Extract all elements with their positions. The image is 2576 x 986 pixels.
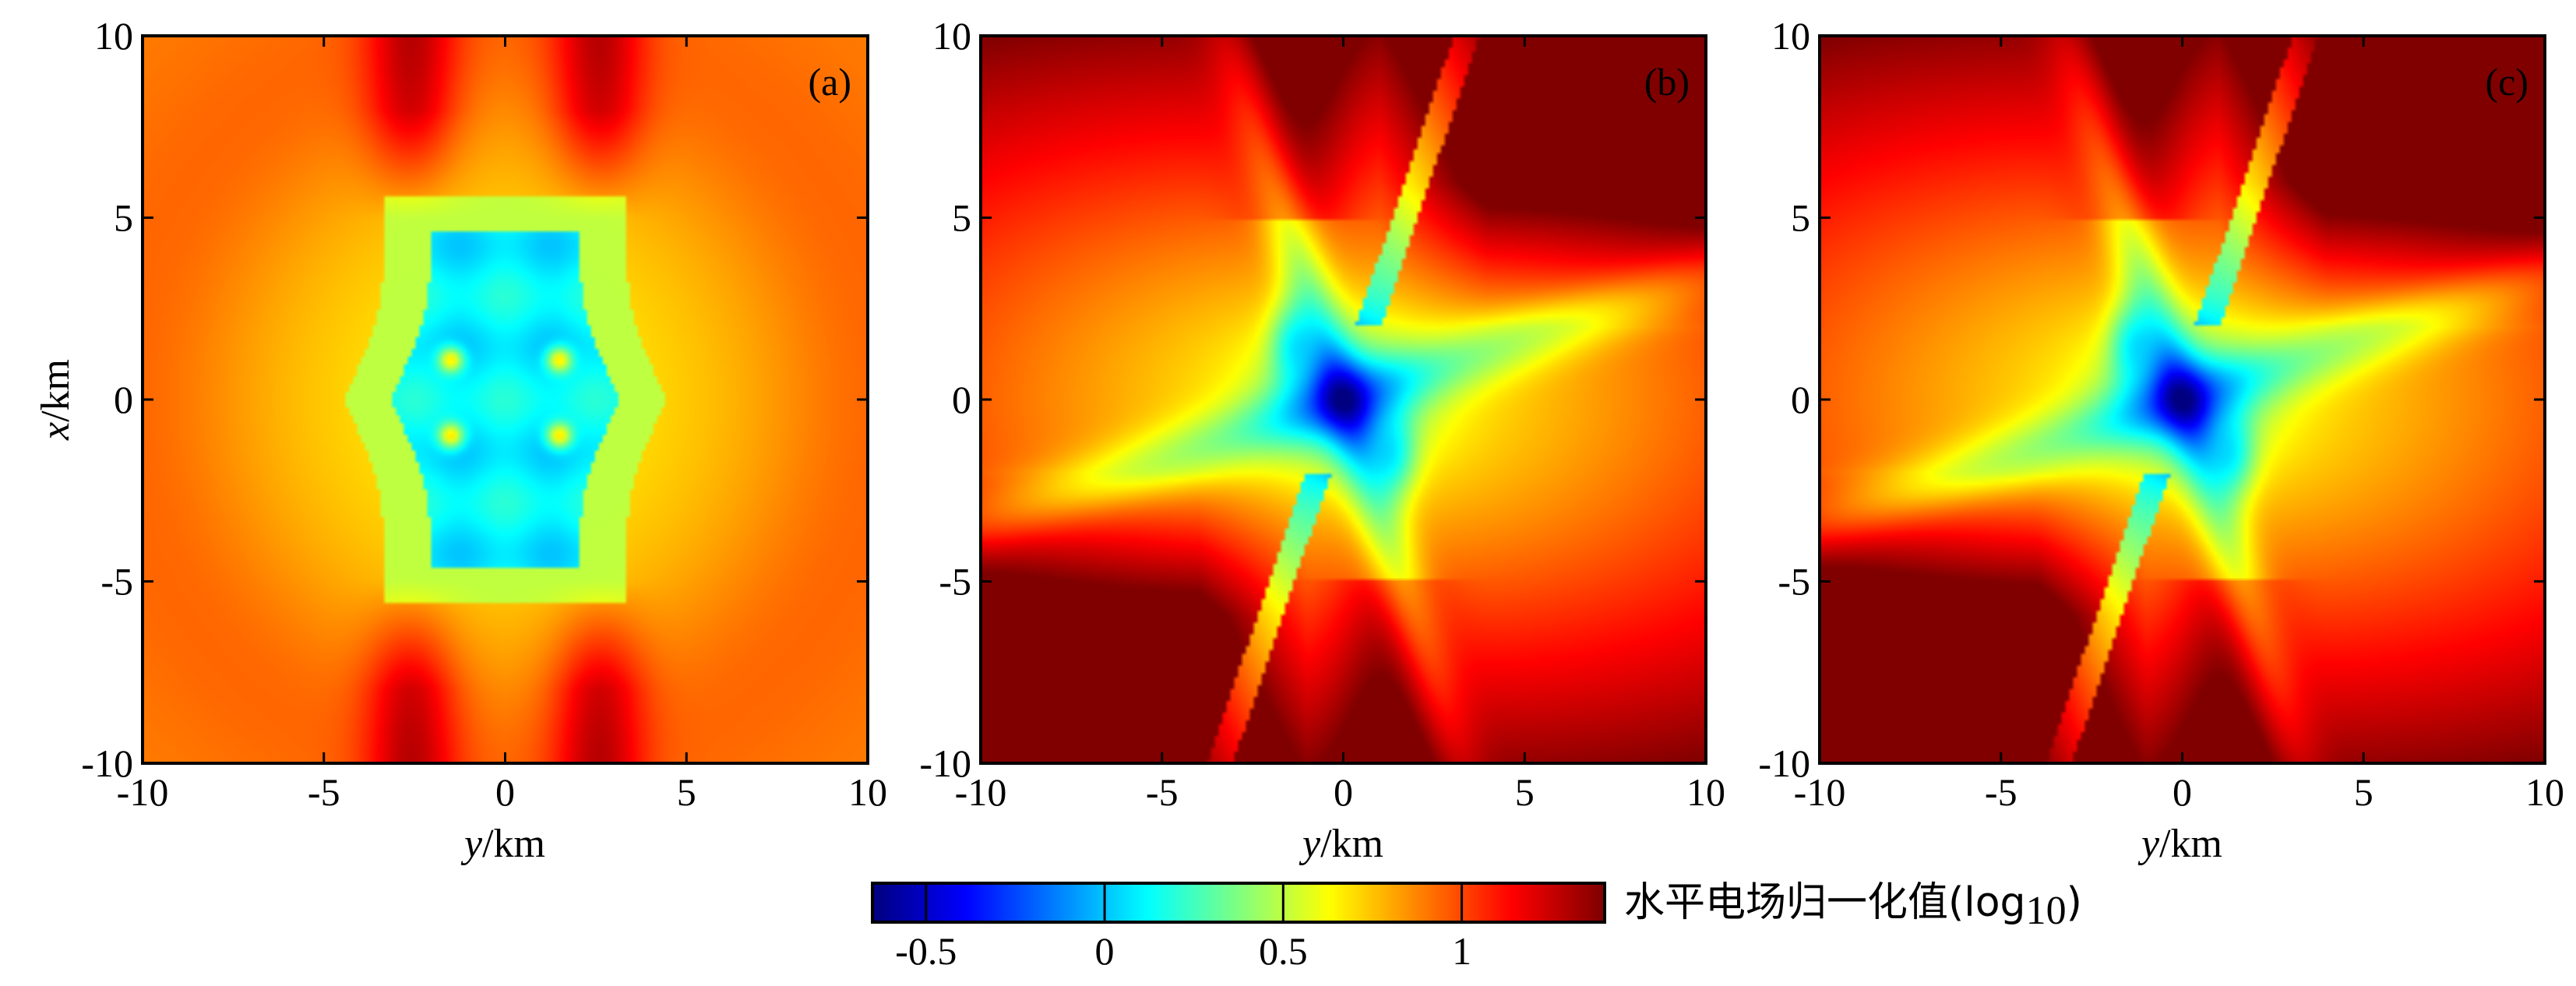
colorbar-tick-label: -0.5 xyxy=(895,929,957,973)
heatmap-b xyxy=(981,36,1706,763)
y-axis-label-a: x/km xyxy=(33,359,78,441)
y-tick-label: -5 xyxy=(100,560,133,604)
x-tick-label: 5 xyxy=(1515,770,1535,814)
y-tick-label: -10 xyxy=(81,741,133,785)
x-tick-label: -5 xyxy=(1985,770,2017,814)
ticks-b xyxy=(979,34,1707,765)
panel-c: -10 -5 0 5 10 10 5 0 -5 -10 (c) y/km xyxy=(1758,14,2564,866)
y-tick-label: 0 xyxy=(114,378,133,421)
x-tick-label: -5 xyxy=(308,770,340,814)
y-tick-label: 5 xyxy=(1791,196,1810,240)
x-tick-label: 5 xyxy=(2354,770,2373,814)
ticks-c xyxy=(1818,34,2546,765)
y-tick-label: -10 xyxy=(919,741,971,785)
x-tick-label: 0 xyxy=(1334,770,1353,814)
y-tick-label: 10 xyxy=(1771,14,1810,58)
ticks-a xyxy=(141,34,869,765)
colorbar-tick-label: 0 xyxy=(1095,929,1115,973)
panel-a: -10 -5 0 5 10 10 5 0 -5 -10 (a) y/km x/km xyxy=(33,14,887,866)
heatmap-a xyxy=(143,36,868,763)
colorbar-ticks: -0.5 0 0.5 1 xyxy=(895,883,1471,973)
x-tick-label: 0 xyxy=(495,770,515,814)
y-tick-label: 0 xyxy=(952,378,971,421)
x-tick-label: 10 xyxy=(848,770,887,814)
colorbar-tick-label: 1 xyxy=(1452,929,1471,973)
y-tick-label: -10 xyxy=(1758,741,1810,785)
panel-b: -10 -5 0 5 10 10 5 0 -5 -10 (b) y/km xyxy=(919,14,1725,866)
y-tick-label: -5 xyxy=(1778,560,1810,604)
colorbar-title: 水平电场归一化值(log10) xyxy=(1624,879,2082,933)
panel-label-c: (c) xyxy=(2486,60,2529,104)
colorbar-tick-label: 0.5 xyxy=(1259,929,1308,973)
y-tick-label: 10 xyxy=(94,14,133,58)
y-tick-label: -5 xyxy=(939,560,971,604)
panel-label-b: (b) xyxy=(1644,60,1690,104)
colorbar: -0.5 0 0.5 1 水平电场归一化值(log10) xyxy=(871,879,2082,973)
x-tick-label: 0 xyxy=(2173,770,2192,814)
colorbar-gradient xyxy=(872,883,1605,922)
heatmap-c xyxy=(1820,36,2545,763)
x-tick-label: -10 xyxy=(1794,770,1846,814)
x-tick-label: 10 xyxy=(1686,770,1725,814)
x-axis-label-b: y/km xyxy=(1299,822,1383,866)
x-tick-label: 10 xyxy=(2525,770,2564,814)
y-tick-label: 0 xyxy=(1791,378,1810,421)
x-tick-label: -5 xyxy=(1146,770,1179,814)
colorbar-frame xyxy=(871,882,1606,924)
x-tick-label: -10 xyxy=(955,770,1007,814)
y-tick-label: 5 xyxy=(114,196,133,240)
x-tick-label: 5 xyxy=(677,770,696,814)
x-axis-label-a: y/km xyxy=(460,822,545,866)
panel-label-a: (a) xyxy=(809,60,852,104)
x-axis-label-c: y/km xyxy=(2137,822,2222,866)
y-tick-label: 5 xyxy=(952,196,971,240)
x-tick-label: -10 xyxy=(117,770,169,814)
y-tick-label: 10 xyxy=(932,14,971,58)
